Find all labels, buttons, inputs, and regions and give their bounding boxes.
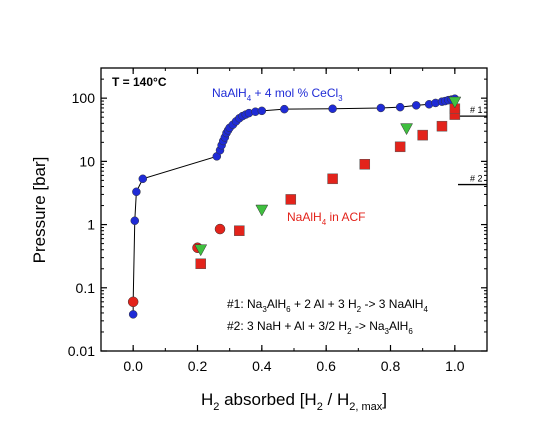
axis-ticks [100,67,488,352]
series-label-blue: NaAlH4 + 4 mol % CeCl3 [212,86,343,103]
reference-lines: # 1 # 2 [458,105,487,186]
data-point [132,187,141,197]
x-tick-label: 1.0 [445,358,465,374]
data-point [395,102,405,112]
series-2 [127,223,226,308]
data-point [280,104,289,114]
data-point [327,173,338,185]
data-point [411,101,421,110]
data-point [138,174,148,184]
data-point [376,103,386,113]
y-tick-label: 100 [72,90,96,106]
y-tick-labels: 0.01 0.1 1 10 100 [68,90,95,359]
x-tick-label: 0.8 [381,358,401,374]
data-point [195,258,206,270]
y-tick-label: 10 [79,153,95,169]
x-axis-title: H2 absorbed [H2 / H2, max] [201,390,387,413]
x-tick-labels: 0.0 0.2 0.4 0.6 0.8 1.0 [123,358,464,374]
data-point [214,223,226,235]
data-point [394,141,406,153]
series-layer [127,94,462,319]
reaction-2: #2: 3 NaH + Al + 3/2 H2 -> Na3AlH6 [227,319,413,336]
data-point [127,296,139,308]
temperature-label: T = 140°C [112,75,167,89]
data-point [448,96,462,109]
data-point [328,104,337,113]
y-tick-label: 0.01 [68,343,95,359]
data-point [359,159,371,170]
series-label-red: NaAlH4 in ACF [287,210,366,227]
data-point [130,216,140,225]
data-point [400,123,414,136]
x-tick-label: 0.6 [316,358,336,374]
data-point [285,194,297,205]
reaction-1: #1: Na3AlH6 + 2 Al + 3 H2 -> 3 NaAlH4 [227,297,428,314]
data-point [255,204,269,217]
y-axis-title: Pressure [bar] [30,157,49,264]
y-tick-label: 0.1 [76,280,96,296]
data-point [194,244,208,257]
reference-line-label: # 1 [470,105,483,115]
data-point [257,106,267,116]
series-3 [194,96,462,257]
data-point [128,310,138,319]
x-tick-label: 0.4 [252,358,272,374]
series-1 [195,103,461,270]
reference-line-label: # 2 [470,174,483,184]
x-tick-label: 0.2 [188,358,208,374]
data-point [417,129,428,141]
x-tick-label: 0.0 [123,358,143,374]
data-point [436,120,448,132]
data-point [234,225,245,236]
y-tick-label: 1 [87,217,95,233]
